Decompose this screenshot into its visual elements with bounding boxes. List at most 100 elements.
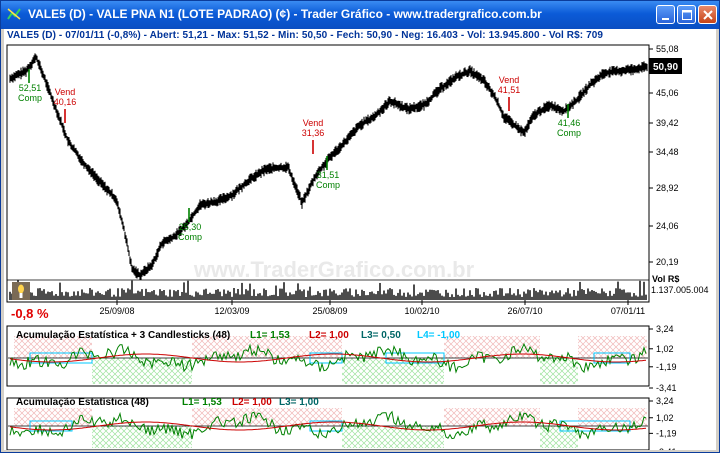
indicator-line-l1 — [9, 410, 647, 440]
indicator1-l3: L3= 0,50 — [361, 330, 401, 341]
date-axis: 25/09/08 12/03/09 25/08/09 10/02/10 26/07/10… — [99, 300, 645, 316]
watermark: www.TraderGrafico.com.br — [193, 257, 475, 282]
svg-text:1,02: 1,02 — [656, 413, 674, 423]
svg-text:34,48: 34,48 — [656, 147, 679, 157]
indicator-line-l2 — [9, 353, 647, 363]
title-bar[interactable]: VALE5 (D) - VALE PNA N1 (LOTE PADRAO) (¢… — [1, 1, 719, 29]
indicator1-l4: L4= -1,00 — [417, 330, 461, 341]
indicator1-title: Acumulação Estatística + 3 Candlesticks … — [16, 330, 230, 341]
indicator1-legend: Acumulação Estatística + 3 Candlesticks … — [16, 330, 461, 341]
window-title: VALE5 (D) - VALE PNA N1 (LOTE PADRAO) (¢… — [28, 7, 542, 21]
signal-type: Vend — [55, 87, 76, 97]
indicator1-l1: L1= 1,53 — [250, 330, 290, 341]
svg-text:45,06: 45,06 — [656, 88, 679, 98]
price-y-tick: 34,48 — [649, 147, 679, 157]
last-price-badge — [649, 58, 682, 74]
volume-value: 1.137.005.004 — [651, 285, 709, 295]
signal-type: Vend — [303, 118, 324, 128]
minimize-button[interactable] — [656, 5, 675, 24]
signal-type: Comp — [557, 128, 581, 138]
signal-type: Comp — [18, 93, 42, 103]
svg-text:25/08/09: 25/08/09 — [312, 306, 347, 316]
svg-text:10/02/10: 10/02/10 — [404, 306, 439, 316]
svg-text:28,92: 28,92 — [656, 183, 679, 193]
indicator2-y-axis: 3,24 1,02 -1,19 -3,41 — [649, 396, 677, 453]
price-y-tick: 55,08 — [649, 44, 679, 54]
signal-type: Comp — [178, 232, 202, 242]
svg-text:-1,19: -1,19 — [656, 428, 677, 438]
close-icon — [703, 10, 713, 20]
indicator-y-tick: 3,24 — [649, 396, 674, 406]
svg-text:55,08: 55,08 — [656, 44, 679, 54]
price-y-tick: 24,06 — [649, 221, 679, 231]
charts-canvas[interactable]: www.TraderGrafico.com.br 55,08 45,06 39,42… — [4, 29, 716, 453]
date-tick: 26/07/10 — [507, 300, 543, 316]
signal-price: 40,16 — [54, 97, 77, 107]
svg-text:26/07/10: 26/07/10 — [507, 306, 542, 316]
price-series — [9, 53, 648, 280]
svg-text:07/01/11: 07/01/11 — [611, 306, 645, 316]
signal-price: 52,51 — [19, 83, 42, 93]
indicator-y-tick: 1,02 — [649, 413, 674, 423]
indicator-line-l1 — [9, 342, 647, 374]
indicator2-title: Acumulação Estatística (48) — [16, 397, 149, 408]
close-button[interactable] — [698, 5, 717, 24]
signal-type: Vend — [499, 75, 520, 85]
svg-text:3,24: 3,24 — [656, 396, 674, 406]
trade-signals: 52,51CompVend40,1625,30CompVend31,3631,5… — [18, 69, 581, 242]
price-y-tick: 39,42 — [649, 118, 679, 128]
indicator-y-tick: -3,41 — [649, 447, 677, 453]
date-tick: 07/01/11 — [611, 300, 645, 316]
maximize-button[interactable] — [677, 5, 696, 24]
indicator-y-tick: -3,41 — [649, 383, 677, 393]
signal-price: 31,51 — [317, 170, 340, 180]
indicator1-y-axis: 3,24 1,02 -1,19 -3,41 — [649, 324, 677, 393]
svg-text:3,24: 3,24 — [656, 324, 674, 334]
indicator2-l1: L1= 1,53 — [182, 397, 222, 408]
indicator2-panel: 3,24 1,02 -1,19 -3,41 Acumulação Estatístic… — [6, 396, 677, 453]
indicator2-l3: L3= 1,00 — [279, 397, 319, 408]
last-price: 50,90 — [653, 62, 678, 73]
indicator2-legend: Acumulação Estatística (48) L1= 1,53 L2=… — [16, 397, 319, 408]
svg-text:20,19: 20,19 — [656, 257, 679, 267]
svg-text:39,42: 39,42 — [656, 118, 679, 128]
date-tick: 10/02/10 — [404, 300, 440, 316]
quote-info-line: VALE5 (D) - 07/01/11 (-0,8%) - Abert: 51… — [7, 30, 604, 41]
indicator1-panel: 3,24 1,02 -1,19 -3,41 Acumulação Estatístic… — [6, 324, 677, 393]
change-percent: -0,8 % — [11, 306, 49, 321]
svg-text:1,02: 1,02 — [656, 344, 674, 354]
indicator2-l2: L2= 1,00 — [232, 397, 272, 408]
svg-text:25/09/08: 25/09/08 — [99, 306, 134, 316]
candle-bulb-icon — [12, 282, 30, 300]
price-y-axis: 55,08 45,06 39,42 34,48 28,92 24,06 20,19 — [649, 44, 679, 267]
signal-price: 31,36 — [302, 128, 325, 138]
indicator-y-tick: 3,24 — [649, 324, 674, 334]
signal-type: Comp — [316, 180, 340, 190]
indicator-y-tick: -1,19 — [649, 428, 677, 438]
indicator-y-tick: 1,02 — [649, 344, 674, 354]
price-panel: www.TraderGrafico.com.br 55,08 45,06 39,42… — [6, 44, 709, 321]
signal-price: 25,30 — [179, 222, 202, 232]
indicator-line-l2 — [9, 421, 647, 431]
indicator1-l2: L2= 1,00 — [309, 330, 349, 341]
svg-text:-3,41: -3,41 — [656, 447, 677, 450]
maximize-icon — [682, 10, 692, 20]
signal-price: 41,46 — [558, 118, 581, 128]
price-y-tick: 45,06 — [649, 88, 679, 98]
svg-text:12/03/09: 12/03/09 — [214, 306, 249, 316]
svg-text:-1,19: -1,19 — [656, 362, 677, 372]
volume-label: Vol R$ — [652, 274, 679, 284]
price-y-tick: 28,92 — [649, 183, 679, 193]
date-tick: 12/03/09 — [214, 300, 250, 316]
price-y-tick: 20,19 — [649, 257, 679, 267]
chart-area[interactable]: VALE5 (D) - 07/01/11 (-0,8%) - Abert: 51… — [4, 29, 716, 453]
date-tick: 25/08/09 — [312, 300, 348, 316]
